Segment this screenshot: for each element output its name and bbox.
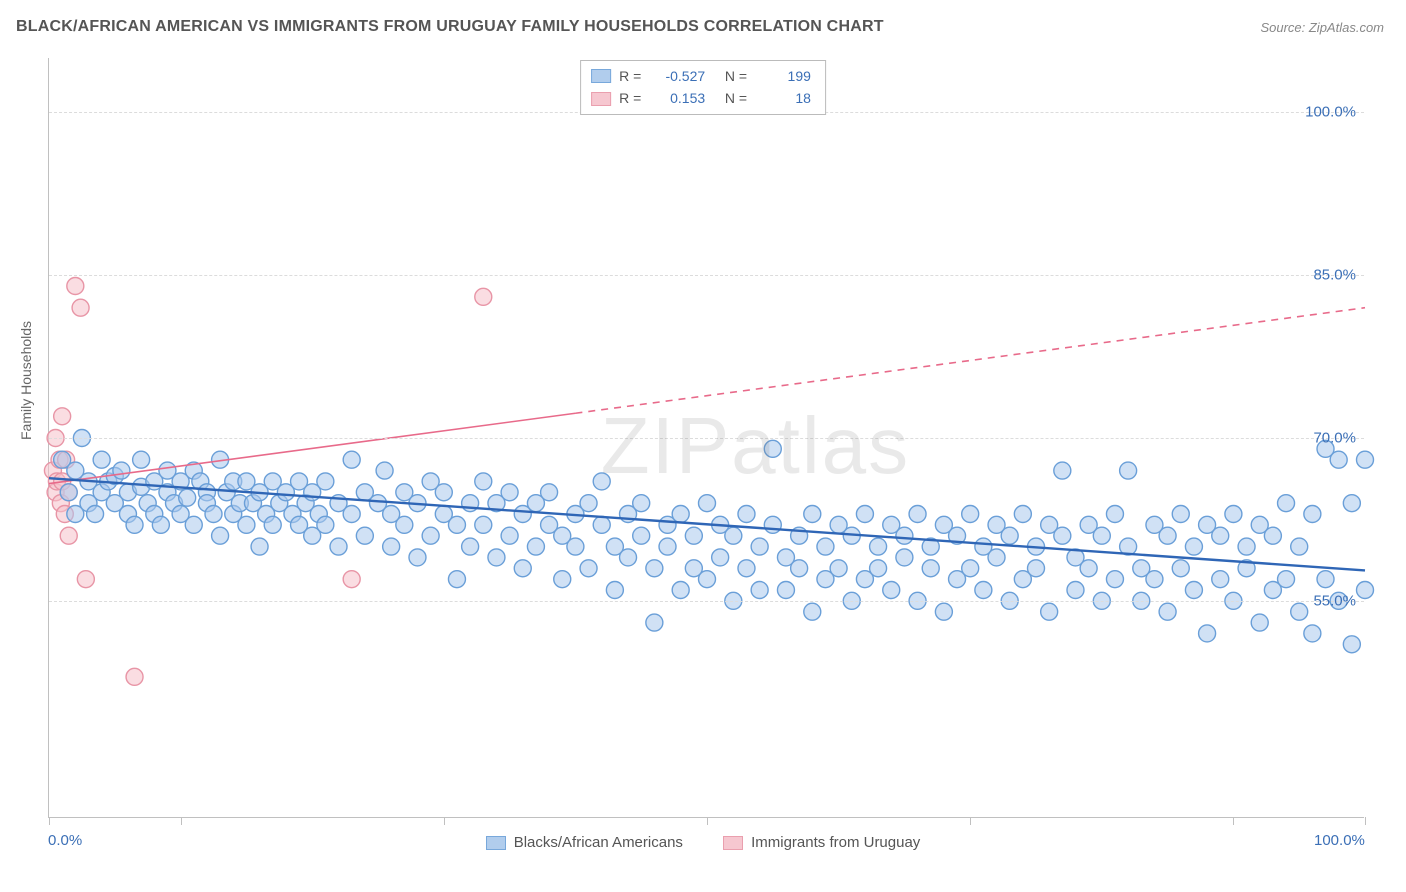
x-tick xyxy=(707,817,708,825)
label-n: N = xyxy=(713,65,751,87)
x-tick xyxy=(49,817,50,825)
chart-plot-area: 55.0% 70.0% 85.0% 100.0% xyxy=(48,58,1364,818)
series-legend: Blacks/African Americans Immigrants from… xyxy=(0,834,1406,854)
value-n-1: 199 xyxy=(759,65,811,87)
x-tick xyxy=(1233,817,1234,825)
gridline xyxy=(49,438,1364,439)
x-tick-label: 100.0% xyxy=(1314,832,1365,849)
legend-item-1: Blacks/African Americans xyxy=(486,834,683,851)
gridline xyxy=(49,601,1364,602)
legend-label-2: Immigrants from Uruguay xyxy=(751,834,920,851)
label-r: R = xyxy=(619,65,645,87)
x-tick xyxy=(1365,817,1366,825)
chart-title: BLACK/AFRICAN AMERICAN VS IMMIGRANTS FRO… xyxy=(16,18,884,36)
legend-row-series-1: R = -0.527 N = 199 xyxy=(591,65,811,87)
x-tick-label: 0.0% xyxy=(48,832,82,849)
x-tick xyxy=(970,817,971,825)
swatch-series-1 xyxy=(486,836,506,850)
y-tick-label: 70.0% xyxy=(1313,430,1356,447)
value-r-1: -0.527 xyxy=(653,65,705,87)
correlation-legend: R = -0.527 N = 199 R = 0.153 N = 18 xyxy=(580,60,826,115)
gridline xyxy=(49,275,1364,276)
y-axis-label: Family Households xyxy=(18,321,34,440)
legend-item-2: Immigrants from Uruguay xyxy=(723,834,920,851)
value-n-2: 18 xyxy=(759,87,811,109)
label-r: R = xyxy=(619,87,645,109)
swatch-series-1 xyxy=(591,69,611,83)
x-tick xyxy=(181,817,182,825)
swatch-series-2 xyxy=(723,836,743,850)
source-attribution: Source: ZipAtlas.com xyxy=(1260,20,1384,35)
label-n: N = xyxy=(713,87,751,109)
y-tick-label: 85.0% xyxy=(1313,267,1356,284)
legend-label-1: Blacks/African Americans xyxy=(514,834,683,851)
x-tick xyxy=(444,817,445,825)
y-tick-label: 100.0% xyxy=(1305,104,1356,121)
legend-row-series-2: R = 0.153 N = 18 xyxy=(591,87,811,109)
y-tick-label: 55.0% xyxy=(1313,592,1356,609)
swatch-series-2 xyxy=(591,92,611,106)
value-r-2: 0.153 xyxy=(653,87,705,109)
